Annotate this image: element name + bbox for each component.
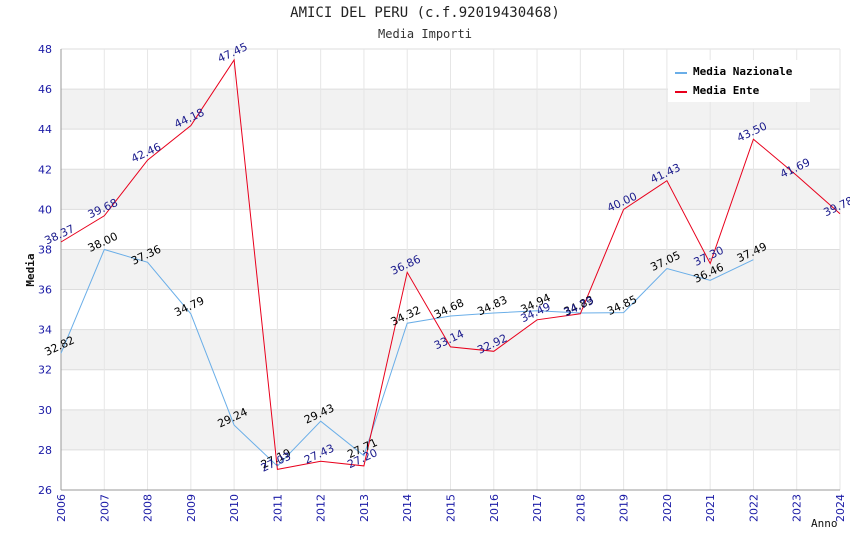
y-tick-label: 40	[38, 203, 52, 216]
y-tick-label: 42	[38, 163, 52, 176]
grid-lines	[60, 48, 841, 491]
series-lines	[60, 58, 841, 470]
data-label: 34.83	[475, 293, 509, 318]
data-label: 34.68	[432, 296, 466, 321]
data-label: 38.37	[42, 222, 76, 247]
data-label: 34.32	[389, 303, 423, 328]
y-tick-labels: 26 28 30 32 34 36 38 40 42 44 46 48	[38, 43, 52, 497]
x-axis-label: Anno	[811, 517, 838, 530]
legend-label-media-nazionale: Media Nazionale	[693, 65, 793, 78]
x-tick-label: 2024	[834, 494, 847, 522]
x-tick-label: 2022	[747, 494, 760, 522]
x-tick-label: 2009	[185, 494, 198, 522]
y-tick-label: 38	[38, 243, 52, 256]
x-tick-label: 2016	[488, 494, 501, 522]
x-tick-label: 2020	[661, 494, 674, 522]
y-tick-label: 26	[38, 484, 52, 497]
x-tick-label: 2018	[574, 494, 587, 522]
chart-title: AMICI DEL PERU (c.f.92019430468)	[290, 5, 560, 21]
x-tick-label: 2021	[704, 494, 717, 522]
axes	[60, 49, 840, 491]
chart-subtitle: Media Importi	[378, 27, 472, 41]
y-tick-label: 44	[38, 123, 52, 136]
x-tick-label: 2017	[531, 494, 544, 522]
y-tick-label: 34	[38, 324, 52, 337]
x-tick-label: 2013	[358, 494, 371, 522]
y-tick-label: 48	[38, 43, 52, 56]
x-tick-label: 2014	[401, 494, 414, 522]
series-line-media-ente	[60, 58, 841, 470]
legend: Media Nazionale Media Ente	[668, 60, 810, 102]
legend-label-media-ente: Media Ente	[693, 84, 760, 97]
y-axis-label: Media	[24, 253, 37, 286]
x-tick-label: 2019	[618, 494, 631, 522]
y-tick-label: 30	[38, 404, 52, 417]
y-tick-label: 28	[38, 444, 52, 457]
legend-box	[668, 60, 810, 102]
y-tick-label: 32	[38, 364, 52, 377]
y-tick-label: 36	[38, 284, 52, 297]
x-tick-label: 2015	[445, 494, 458, 522]
y-tick-label: 46	[38, 83, 52, 96]
x-tick-label: 2010	[228, 494, 241, 522]
x-tick-label: 2007	[98, 494, 111, 522]
x-tick-labels: 2006 2007 2008 2009 2010 2011 2012 2013 2014 2015…	[55, 494, 847, 522]
series-line-media-nazionale	[60, 248, 754, 467]
x-tick-label: 2023	[791, 494, 804, 522]
x-tick-label: 2008	[142, 494, 155, 522]
x-tick-label: 2012	[315, 494, 328, 522]
x-tick-label: 2006	[55, 494, 68, 522]
x-tick-label: 2011	[271, 494, 284, 522]
data-label: 34.85	[605, 293, 639, 318]
